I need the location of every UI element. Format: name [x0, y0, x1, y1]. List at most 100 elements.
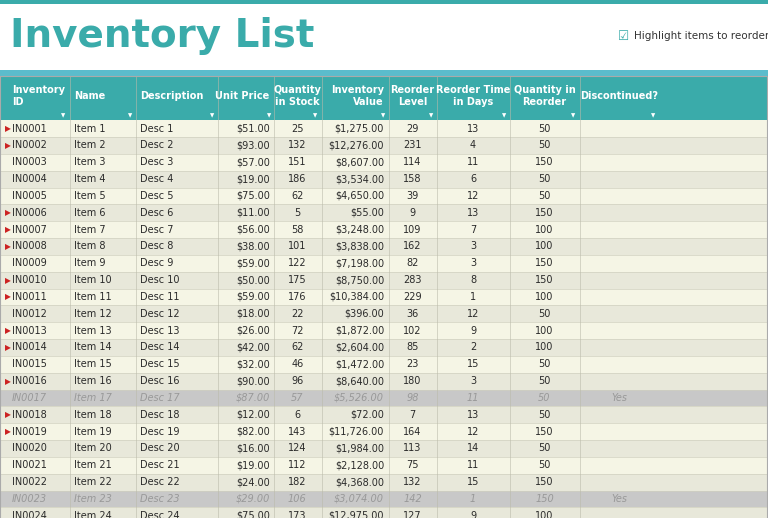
Text: Desc 4: Desc 4 — [140, 174, 173, 184]
Text: $5,526.00: $5,526.00 — [334, 393, 384, 403]
Text: $59.00: $59.00 — [236, 258, 270, 268]
Text: 151: 151 — [288, 157, 306, 167]
Bar — [0, 305, 768, 322]
Text: ▼: ▼ — [381, 113, 386, 119]
Text: 173: 173 — [288, 511, 306, 518]
Bar — [0, 120, 768, 137]
Text: ▼: ▼ — [313, 113, 318, 119]
Text: Desc 6: Desc 6 — [140, 208, 173, 218]
Text: 100: 100 — [535, 326, 554, 336]
Text: 142: 142 — [403, 494, 422, 504]
Text: 109: 109 — [403, 225, 422, 235]
Text: 102: 102 — [403, 326, 422, 336]
Text: $26.00: $26.00 — [236, 326, 270, 336]
Text: 186: 186 — [288, 174, 306, 184]
Text: ▼: ▼ — [266, 113, 271, 119]
Text: IN0005: IN0005 — [12, 191, 47, 201]
Text: 11: 11 — [467, 393, 479, 403]
Bar — [0, 221, 768, 238]
Text: Item 20: Item 20 — [74, 443, 111, 453]
Text: ▶: ▶ — [5, 326, 11, 335]
Text: IN0012: IN0012 — [12, 309, 47, 319]
Text: 9: 9 — [470, 326, 476, 336]
Text: IN0016: IN0016 — [12, 376, 47, 386]
Text: ▼: ▼ — [651, 113, 656, 119]
Text: Desc 2: Desc 2 — [140, 140, 174, 150]
Text: Item 1: Item 1 — [74, 124, 105, 134]
Text: Item 8: Item 8 — [74, 241, 105, 251]
Text: 25: 25 — [291, 124, 303, 134]
Text: IN0024: IN0024 — [12, 511, 47, 518]
Text: $56.00: $56.00 — [236, 225, 270, 235]
Text: 100: 100 — [535, 225, 554, 235]
Text: 100: 100 — [535, 342, 554, 352]
Text: Item 21: Item 21 — [74, 461, 111, 470]
Text: ▶: ▶ — [5, 141, 11, 150]
Text: 150: 150 — [535, 208, 554, 218]
Text: 182: 182 — [288, 477, 306, 487]
Text: $51.00: $51.00 — [236, 124, 270, 134]
Text: 50: 50 — [538, 461, 551, 470]
Text: $75.00: $75.00 — [236, 191, 270, 201]
Text: 106: 106 — [288, 494, 306, 504]
Text: $50.00: $50.00 — [236, 275, 270, 285]
Text: $24.00: $24.00 — [236, 477, 270, 487]
Text: IN0009: IN0009 — [12, 258, 47, 268]
Text: 9: 9 — [470, 511, 476, 518]
Text: 50: 50 — [538, 393, 551, 403]
Text: 11: 11 — [467, 157, 479, 167]
Text: IN0003: IN0003 — [12, 157, 47, 167]
Text: 150: 150 — [535, 157, 554, 167]
Text: $38.00: $38.00 — [236, 241, 270, 251]
Text: 46: 46 — [291, 359, 303, 369]
Text: IN0004: IN0004 — [12, 174, 47, 184]
Text: IN0015: IN0015 — [12, 359, 47, 369]
Text: Item 9: Item 9 — [74, 258, 105, 268]
Text: 15: 15 — [467, 359, 479, 369]
Text: 75: 75 — [406, 461, 419, 470]
Text: IN0023: IN0023 — [12, 494, 48, 504]
Text: Desc 9: Desc 9 — [140, 258, 173, 268]
Text: $42.00: $42.00 — [236, 342, 270, 352]
Text: Desc 20: Desc 20 — [140, 443, 180, 453]
Text: 98: 98 — [406, 393, 419, 403]
Text: ▼: ▼ — [429, 113, 433, 119]
Text: 150: 150 — [535, 427, 554, 437]
Text: 176: 176 — [288, 292, 306, 302]
Text: Reorder
Level: Reorder Level — [390, 85, 435, 107]
Text: ☑: ☑ — [618, 30, 630, 43]
Bar — [0, 457, 768, 473]
Text: $11,726.00: $11,726.00 — [329, 427, 384, 437]
Text: 50: 50 — [538, 140, 551, 150]
Text: Quantity in
Reorder: Quantity in Reorder — [514, 85, 575, 107]
Text: $93.00: $93.00 — [236, 140, 270, 150]
Text: Item 24: Item 24 — [74, 511, 111, 518]
Text: 3: 3 — [470, 376, 476, 386]
Text: $12,975.00: $12,975.00 — [329, 511, 384, 518]
Bar — [0, 423, 768, 440]
Text: 9: 9 — [409, 208, 415, 218]
Bar — [0, 289, 768, 305]
Text: 11: 11 — [467, 461, 479, 470]
Text: $8,750.00: $8,750.00 — [335, 275, 384, 285]
Text: 114: 114 — [403, 157, 422, 167]
Text: IN0010: IN0010 — [12, 275, 47, 285]
Text: 96: 96 — [291, 376, 303, 386]
Text: 100: 100 — [535, 511, 554, 518]
Text: 58: 58 — [291, 225, 303, 235]
Bar — [0, 70, 768, 76]
Text: 231: 231 — [403, 140, 422, 150]
Text: ▶: ▶ — [5, 208, 11, 217]
Text: Item 12: Item 12 — [74, 309, 111, 319]
Text: $55.00: $55.00 — [350, 208, 384, 218]
Text: 12: 12 — [467, 191, 479, 201]
Text: $3,534.00: $3,534.00 — [335, 174, 384, 184]
Text: Item 17: Item 17 — [74, 393, 111, 403]
Text: 15: 15 — [467, 477, 479, 487]
Text: Desc 10: Desc 10 — [140, 275, 179, 285]
Text: Desc 19: Desc 19 — [140, 427, 179, 437]
Text: 158: 158 — [403, 174, 422, 184]
Bar — [0, 188, 768, 204]
Text: 150: 150 — [535, 258, 554, 268]
Bar — [0, 204, 768, 221]
